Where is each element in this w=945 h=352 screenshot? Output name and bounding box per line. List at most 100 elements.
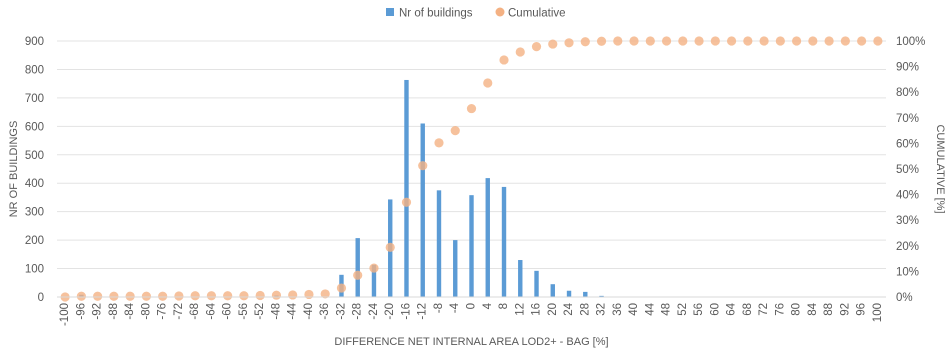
cumulative-point [629, 36, 639, 46]
y-tick-label: 500 [25, 150, 44, 162]
x-tick-label: -12 [417, 303, 429, 320]
x-tick-label: 48 [661, 303, 673, 316]
bar [566, 290, 572, 297]
cumulative-point [434, 138, 444, 148]
x-tick-label: -40 [303, 303, 315, 320]
x-tick-label: 12 [514, 303, 526, 316]
x-tick-label: 96 [856, 303, 868, 316]
x-tick-label: -28 [352, 303, 364, 320]
y-tick-label: 400 [25, 178, 44, 190]
y2-tick-label: 0% [896, 292, 913, 304]
y2-tick-label: 60% [896, 138, 919, 150]
x-tick-label: 84 [807, 302, 819, 315]
x-tick-label: -92 [92, 303, 104, 320]
x-tick-label: 28 [579, 303, 591, 316]
y-tick-label: 800 [25, 64, 44, 76]
cumulative-point [580, 37, 590, 47]
cumulative-point [564, 38, 574, 48]
x-tick-label: -48 [270, 303, 282, 320]
cumulative-point [141, 291, 152, 301]
cumulative-point [824, 36, 834, 46]
cumulative-point [125, 291, 135, 301]
x-tick-label: -96 [75, 303, 87, 320]
y2-tick-label: 30% [896, 215, 919, 227]
x-tick-label: 36 [612, 303, 624, 316]
y2-tick-label: 100% [896, 36, 925, 48]
cumulative-point [678, 36, 688, 46]
x-tick-label: 0 [466, 303, 478, 309]
cumulative-point [857, 36, 867, 46]
x-tick-label: -44 [287, 302, 299, 319]
cumulative-point [109, 291, 119, 301]
y-axis-left: 0 100 200 300 400 500 600 700 800 900 [25, 36, 44, 304]
x-tick-label: 68 [742, 303, 754, 316]
y2-tick-label: 10% [896, 266, 919, 278]
x-tick-label: -68 [189, 303, 201, 320]
cumulative-point [158, 291, 168, 301]
cumulative-point [840, 36, 850, 46]
cumulative-point [726, 36, 737, 46]
x-tick-label: -8 [433, 303, 445, 313]
cumulative-point [694, 36, 704, 46]
x-tick-label: -56 [238, 303, 250, 320]
x-tick-label: -36 [319, 303, 331, 320]
cumulative-point [531, 42, 542, 52]
bar [436, 190, 442, 297]
bar [534, 270, 539, 297]
cumulative-point [385, 242, 395, 252]
y-tick-label: 700 [25, 93, 44, 105]
cumulative-point [369, 263, 379, 273]
x-tick-label: 16 [531, 303, 543, 316]
y-axis-right: 0% 10% 20% 30% 40% 50% 60% 70% 80% 90% 100% [896, 36, 925, 304]
bar [550, 284, 555, 297]
x-tick-label: 8 [498, 303, 510, 309]
y-tick-label: 0 [38, 292, 44, 304]
y-tick-label: 200 [25, 235, 44, 247]
cumulative-point [645, 36, 655, 46]
x-tick-label: -24 [368, 302, 380, 319]
x-tick-label: 56 [693, 303, 705, 316]
x-tick-label: 44 [644, 302, 656, 315]
cumulative-point [743, 36, 753, 46]
bar [404, 79, 409, 297]
bar [371, 264, 377, 297]
y2-tick-label: 50% [896, 164, 919, 176]
x-tick-label: -20 [384, 303, 396, 320]
bar [518, 260, 523, 297]
legend-bar-swatch [386, 8, 394, 16]
bar [420, 123, 425, 297]
cumulative-point [174, 291, 184, 301]
bar [453, 240, 458, 297]
legend: Nr of buildings Cumulative [386, 7, 566, 20]
cumulative-point [515, 47, 525, 57]
y-tick-label: 900 [25, 36, 44, 48]
y2-tick-label: 20% [896, 241, 919, 253]
cumulative-point [596, 36, 607, 46]
x-tick-label: 76 [774, 303, 786, 316]
cumulative-point [353, 270, 363, 280]
cumulative-point [255, 290, 265, 301]
x-axis: -100 -96 -92 -88 -84 -80 -76 -72 -68 -64 -60 -56 -52… [59, 302, 884, 326]
cumulative-point [76, 291, 86, 301]
x-tick-label: -100 [59, 303, 71, 326]
gridlines [57, 40, 886, 270]
y2-tick-label: 90% [896, 62, 919, 74]
bar [485, 178, 490, 297]
x-tick-label: 88 [823, 303, 835, 316]
cumulative-point [271, 290, 282, 300]
x-tick-label: -84 [124, 302, 136, 319]
x-tick-label: 32 [596, 303, 608, 316]
x-tick-label: -32 [335, 303, 347, 320]
cumulative-point [304, 289, 314, 300]
x-tick-label: -60 [222, 303, 234, 320]
x-tick-label: 20 [547, 303, 559, 316]
cumulative-point [93, 291, 103, 301]
x-tick-label: -52 [254, 303, 266, 320]
cumulative-point [710, 36, 720, 46]
legend-dot-swatch [495, 7, 505, 17]
cumulative-point [206, 291, 217, 301]
cumulative-point [450, 126, 460, 136]
cumulative-point [223, 291, 233, 301]
y2-tick-label: 80% [896, 87, 919, 99]
